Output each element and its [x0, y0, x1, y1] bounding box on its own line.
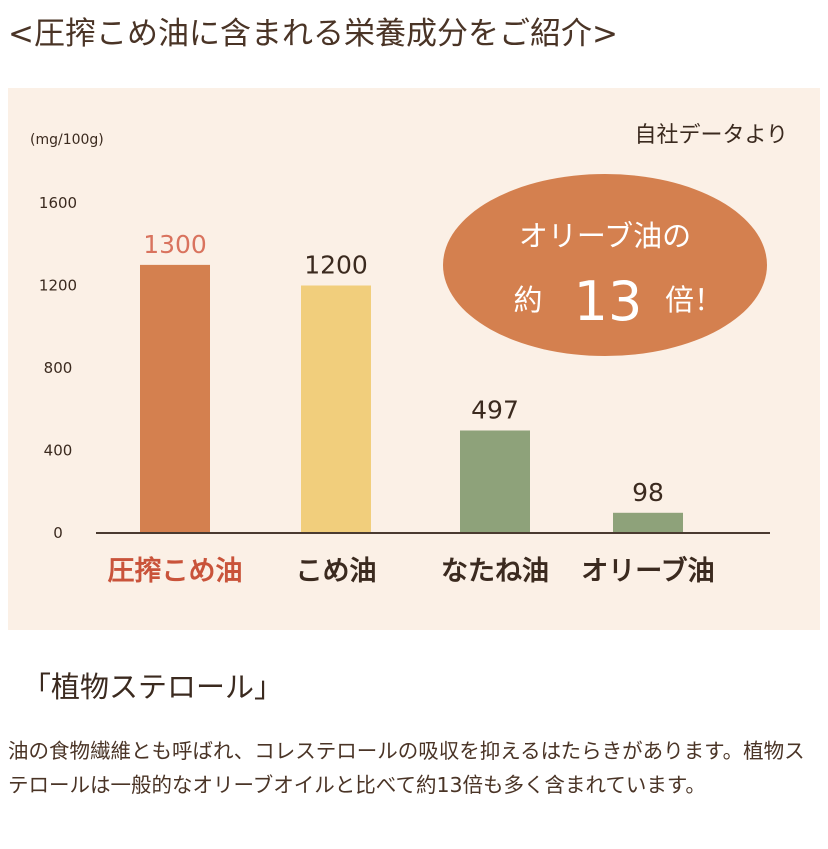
callout-suffix: 倍！ — [665, 283, 723, 317]
page-title: <圧搾こめ油に含まれる栄養成分をご紹介> — [8, 16, 618, 52]
y-tick-label: 1600 — [39, 194, 77, 212]
bar-chart: (mg/100g) 自社データより 0 400 800 1200 1600 1300 圧搾こめ油… — [30, 123, 788, 587]
callout-line1: オリーブ油の — [519, 219, 691, 253]
callout-prefix: 約 — [513, 283, 542, 317]
y-unit-label: (mg/100g) — [30, 132, 104, 148]
category-label: こめ油 — [296, 556, 377, 587]
callout-number: 13 — [574, 270, 643, 333]
value-label: 98 — [632, 478, 664, 507]
category-label: オリーブ油 — [581, 555, 714, 587]
y-tick-label: 0 — [53, 524, 63, 542]
bar-2 — [301, 285, 371, 533]
bar-4 — [613, 512, 683, 533]
y-tick-label: 400 — [44, 442, 73, 460]
category-label: なたね油 — [441, 556, 549, 587]
callout-ellipse — [443, 174, 767, 356]
section-heading: 「植物ステロール」 — [22, 670, 284, 704]
chart-panel: (mg/100g) 自社データより 0 400 800 1200 1600 1300 圧搾こめ油… — [8, 88, 820, 630]
y-tick-label: 800 — [44, 359, 73, 377]
bar-3 — [460, 430, 530, 533]
category-label: 圧搾こめ油 — [108, 555, 243, 587]
y-tick-label: 1200 — [39, 277, 77, 295]
section-body-text: 油の食物繊維とも呼ばれ、コレステロールの吸収を抑えるはたらきがあります。植物ステ… — [8, 739, 805, 797]
value-label: 1300 — [143, 230, 207, 259]
value-label: 1200 — [304, 251, 368, 280]
value-label: 497 — [471, 395, 519, 424]
bar-1 — [140, 264, 210, 533]
source-note: 自社データより — [634, 123, 788, 148]
